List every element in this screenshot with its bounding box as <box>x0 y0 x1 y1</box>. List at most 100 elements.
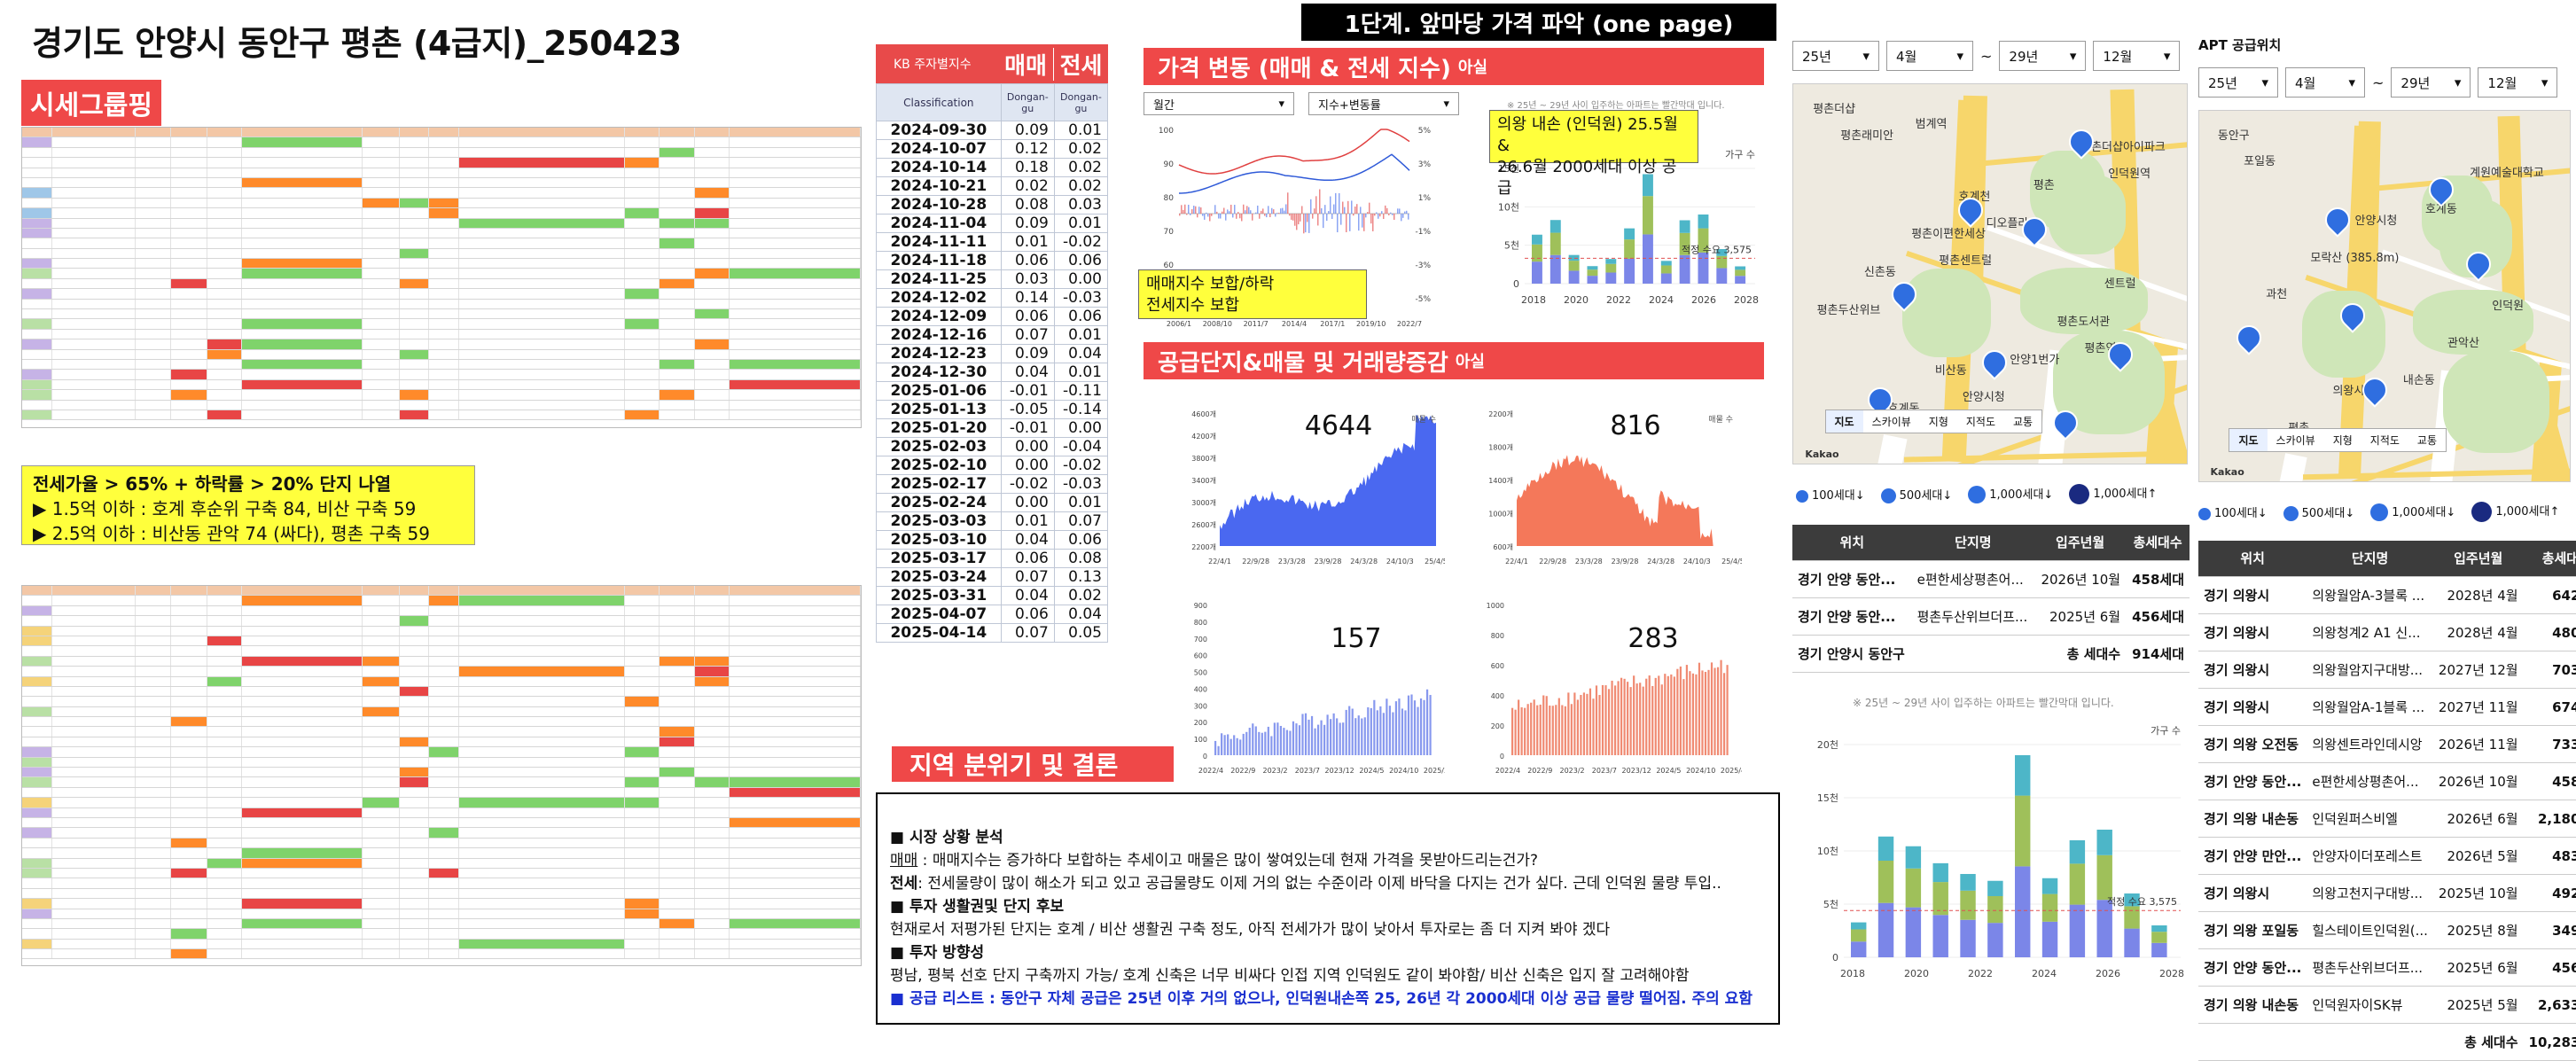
index-kind-select[interactable]: 지수+변동률▾ <box>1308 92 1459 115</box>
volume-bar <box>1367 707 1369 755</box>
map-tab[interactable]: 지형 <box>2324 429 2361 451</box>
legend-item: 1,000세대↓ <box>1968 485 2053 504</box>
price-grouping-sheet-top[interactable] <box>21 127 862 428</box>
sheet-cell <box>363 360 399 369</box>
kb-jeonse-cell: -0.11 <box>1054 382 1107 401</box>
sheet-cell <box>625 697 660 706</box>
map-tab[interactable]: 스카이뷰 <box>2268 429 2324 451</box>
map-tab[interactable]: 지적도 <box>2361 429 2408 451</box>
apt-column-header[interactable]: 위치 <box>2198 541 2307 576</box>
sheet-cell <box>730 949 861 958</box>
apt-column-header[interactable]: 총세대수 <box>2524 541 2576 576</box>
sheet-cell <box>242 899 363 908</box>
change-bar <box>1319 190 1321 214</box>
map-tab[interactable]: 지적도 <box>1957 410 2004 433</box>
sheet-cell <box>660 148 694 157</box>
sale-listings-chart: 4600개4200개3800개3400개3000개2600개2200개22/4/… <box>1179 395 1445 573</box>
price-callout-line: 매매지수 보합/하락 <box>1146 274 1359 295</box>
sheet-cell <box>363 158 399 167</box>
map-tab[interactable]: 교통 <box>2004 410 2041 433</box>
volume-bar <box>1308 720 1309 755</box>
year-from-select[interactable]: 25년▾ <box>2198 67 2278 98</box>
sheet-cell <box>52 627 137 636</box>
sheet-cell <box>730 178 861 187</box>
sheet-cell <box>429 309 459 318</box>
sheet-cell <box>136 148 170 157</box>
volume-bar <box>1420 698 1422 755</box>
apt-column-header[interactable]: 단지명 <box>2307 541 2433 576</box>
change-bar <box>1315 196 1317 214</box>
sheet-cell <box>459 889 625 898</box>
sheet-cell <box>171 627 207 636</box>
volume-bar <box>1283 728 1284 755</box>
apt-column-header[interactable]: 총세대수 <box>2126 525 2190 560</box>
apt-column-header[interactable]: 위치 <box>1792 525 1912 560</box>
change-bar <box>1312 214 1314 219</box>
map1[interactable]: 평촌더샵호계천센트럴비산동평촌더샵아이파크평촌이편한세상평촌도서관호계동평촌신촌… <box>1792 83 2188 464</box>
map-tab[interactable]: 스카이뷰 <box>1863 410 1920 433</box>
kb-jeonse-cell: 0.01 <box>1054 363 1107 382</box>
change-bar <box>1386 208 1388 214</box>
sheet-cell <box>363 370 399 378</box>
month-from-select[interactable]: 4월▾ <box>2285 67 2365 98</box>
price-grouping-sheet-bottom[interactable] <box>21 585 862 966</box>
x-tick-label: 2028 <box>1734 294 1759 306</box>
sheet-cell <box>363 401 399 410</box>
map-pin-icon[interactable] <box>1977 345 2012 380</box>
map-tab[interactable]: 지도 <box>1826 410 1863 433</box>
year-from-select[interactable]: 25년▾ <box>1792 41 1879 71</box>
sheet-cell <box>695 137 730 146</box>
sheet-cell <box>400 758 430 767</box>
sheet-cell <box>22 390 52 399</box>
map-tab[interactable]: 교통 <box>2408 429 2446 451</box>
map-tab[interactable]: 지도 <box>2229 429 2267 451</box>
year-to-select[interactable]: 29년▾ <box>2391 67 2471 98</box>
sheet-cell <box>207 788 242 797</box>
sheet-cell <box>242 188 363 197</box>
sheet-cell <box>625 259 660 268</box>
map-pin-icon[interactable] <box>2231 321 2267 356</box>
month-from-select[interactable]: 4월▾ <box>1886 41 1973 71</box>
sheet-cell <box>207 798 242 807</box>
map-tab[interactable]: 지형 <box>1920 410 1957 433</box>
tab-sale[interactable]: 매매 <box>998 48 1053 81</box>
sheet-row <box>22 777 861 787</box>
period-select[interactable]: 월간▾ <box>1144 92 1294 115</box>
apt-column-header[interactable]: 단지명 <box>1912 525 2035 560</box>
sheet-cell <box>52 249 137 258</box>
x-tick-label: 2018 <box>1840 968 1865 979</box>
supply-bar-segment <box>1680 255 1690 284</box>
sheet-cell <box>625 208 660 217</box>
month-to-select[interactable]: 12월▾ <box>2093 41 2180 71</box>
apt-column-header[interactable]: 입주년월 <box>2034 525 2126 560</box>
year-to-select[interactable]: 29년▾ <box>1999 41 2086 71</box>
month-to-select[interactable]: 12월▾ <box>2478 67 2557 98</box>
sheet-cell <box>695 940 730 948</box>
kb-date-cell: 2025-01-20 <box>877 419 1002 438</box>
sheet-cell <box>459 380 625 389</box>
change-bar <box>1340 214 1342 225</box>
apt-column-header[interactable]: 입주년월 <box>2433 541 2524 576</box>
tab-jeonse[interactable]: 전세 <box>1053 48 1108 81</box>
